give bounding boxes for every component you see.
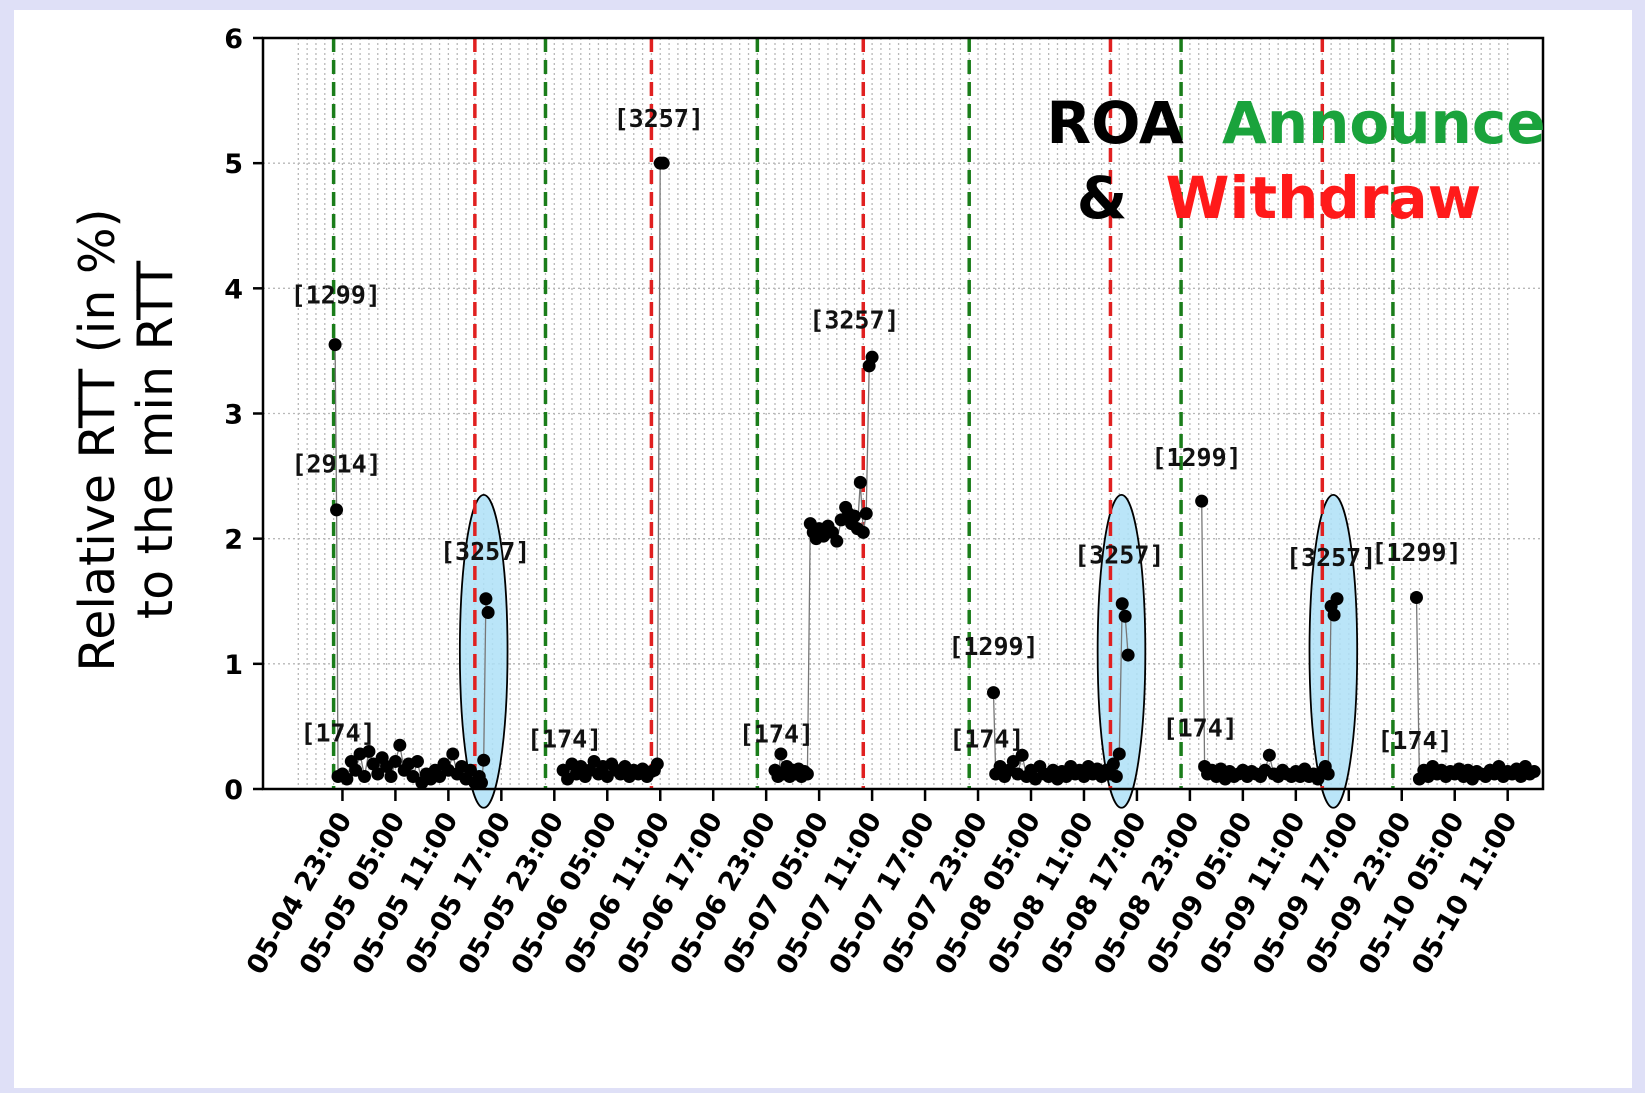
legend-withdraw: Withdraw xyxy=(1166,164,1482,232)
y-tick-label: 0 xyxy=(224,775,243,806)
y-tick-label: 5 xyxy=(224,149,243,180)
legend-roa: ROA xyxy=(1046,89,1183,157)
asn-annotation: [174] xyxy=(1163,713,1238,742)
rtt-point xyxy=(479,592,493,606)
rtt-point xyxy=(656,156,670,170)
asn-annotation: [174] xyxy=(1377,726,1452,755)
y-tick-label: 1 xyxy=(224,650,243,681)
legend: ROA Announce & Withdraw xyxy=(1046,89,1545,232)
rtt-line xyxy=(562,162,664,781)
y-axis-label: Relative RTT (in %) to the min RTT xyxy=(69,208,184,671)
rtt-point xyxy=(388,754,402,768)
asn-annotations: [1299] [2914] [174] [3257] [174] [3257] [174] [… xyxy=(291,104,1462,755)
y-ticks: 0 1 2 3 4 5 6 xyxy=(224,24,263,806)
y-axis-label-line-2: to the min RTT xyxy=(127,260,184,619)
rtt-chart: Relative RTT (in %) to the min RTT [1299… xyxy=(69,24,1546,980)
asn-annotation: [3257] xyxy=(614,104,704,133)
legend-line-2: & Withdraw xyxy=(1077,164,1482,232)
asn-annotation: [1299] xyxy=(1371,538,1461,567)
rtt-point xyxy=(477,753,491,767)
rtt-point xyxy=(393,738,407,752)
rtt-point xyxy=(1327,608,1341,622)
rtt-point xyxy=(830,534,844,548)
rtt-point xyxy=(853,475,867,489)
asn-annotation: [3257] xyxy=(1286,543,1376,572)
rtt-point xyxy=(328,338,342,352)
y-tick-label: 3 xyxy=(224,400,243,431)
legend-ampersand: & xyxy=(1077,164,1128,232)
rtt-point xyxy=(847,509,861,523)
highlight-ellipse xyxy=(458,493,509,809)
y-tick-label: 2 xyxy=(224,525,243,556)
rtt-point xyxy=(1115,597,1129,611)
event-lines xyxy=(331,38,1395,789)
rtt-point xyxy=(650,757,664,771)
rtt-point xyxy=(446,747,460,761)
asn-annotation: [174] xyxy=(949,725,1024,754)
asn-annotation: [1299] xyxy=(948,632,1038,661)
rtt-point xyxy=(1121,648,1135,662)
rtt-point xyxy=(340,772,354,786)
asn-annotation: [3257] xyxy=(440,537,530,566)
rtt-point xyxy=(481,606,495,620)
rtt-point xyxy=(800,767,814,781)
rtt-point xyxy=(362,744,376,758)
rtt-point xyxy=(1015,748,1029,762)
rtt-point xyxy=(986,686,1000,700)
series xyxy=(328,156,1541,790)
y-tick-label: 6 xyxy=(224,24,243,55)
y-axis-label-line-1: Relative RTT (in %) xyxy=(69,208,126,671)
rtt-point xyxy=(856,525,870,539)
asn-annotation: [174] xyxy=(527,725,602,754)
rtt-point xyxy=(1527,764,1541,778)
asn-annotation: [3257] xyxy=(809,305,899,334)
rtt-point xyxy=(1109,769,1123,783)
asn-annotation: [174] xyxy=(739,720,814,749)
asn-annotation: [1299] xyxy=(1151,443,1241,472)
rtt-point xyxy=(410,754,424,768)
rtt-point xyxy=(1195,494,1209,508)
rtt-point xyxy=(358,769,372,783)
rtt-point xyxy=(1321,767,1335,781)
rtt-point xyxy=(1106,757,1120,771)
rtt-point xyxy=(1112,747,1126,761)
rtt-point xyxy=(474,776,488,790)
chart-frame: Relative RTT (in %) to the min RTT [1299… xyxy=(14,10,1632,1088)
rtt-point xyxy=(1262,748,1276,762)
legend-line-1: ROA Announce xyxy=(1046,89,1545,157)
rtt-point xyxy=(371,767,385,781)
rtt-point xyxy=(1118,609,1132,623)
asn-annotation: [2914] xyxy=(291,449,381,478)
highlight-ellipse xyxy=(1308,493,1359,809)
rtt-point xyxy=(859,507,873,521)
rtt-line xyxy=(774,356,873,779)
rtt-point xyxy=(384,769,398,783)
y-tick-label: 4 xyxy=(224,274,243,305)
rtt-point xyxy=(1330,592,1344,606)
rtt-point xyxy=(865,350,879,364)
asn-annotation: [3257] xyxy=(1074,541,1164,570)
asn-annotation: [174] xyxy=(300,718,375,747)
legend-announce: Announce xyxy=(1222,89,1546,157)
rtt-point xyxy=(1409,590,1423,604)
rtt-point xyxy=(330,503,344,517)
asn-annotation: [1299] xyxy=(291,280,381,309)
rtt-point xyxy=(774,747,788,761)
